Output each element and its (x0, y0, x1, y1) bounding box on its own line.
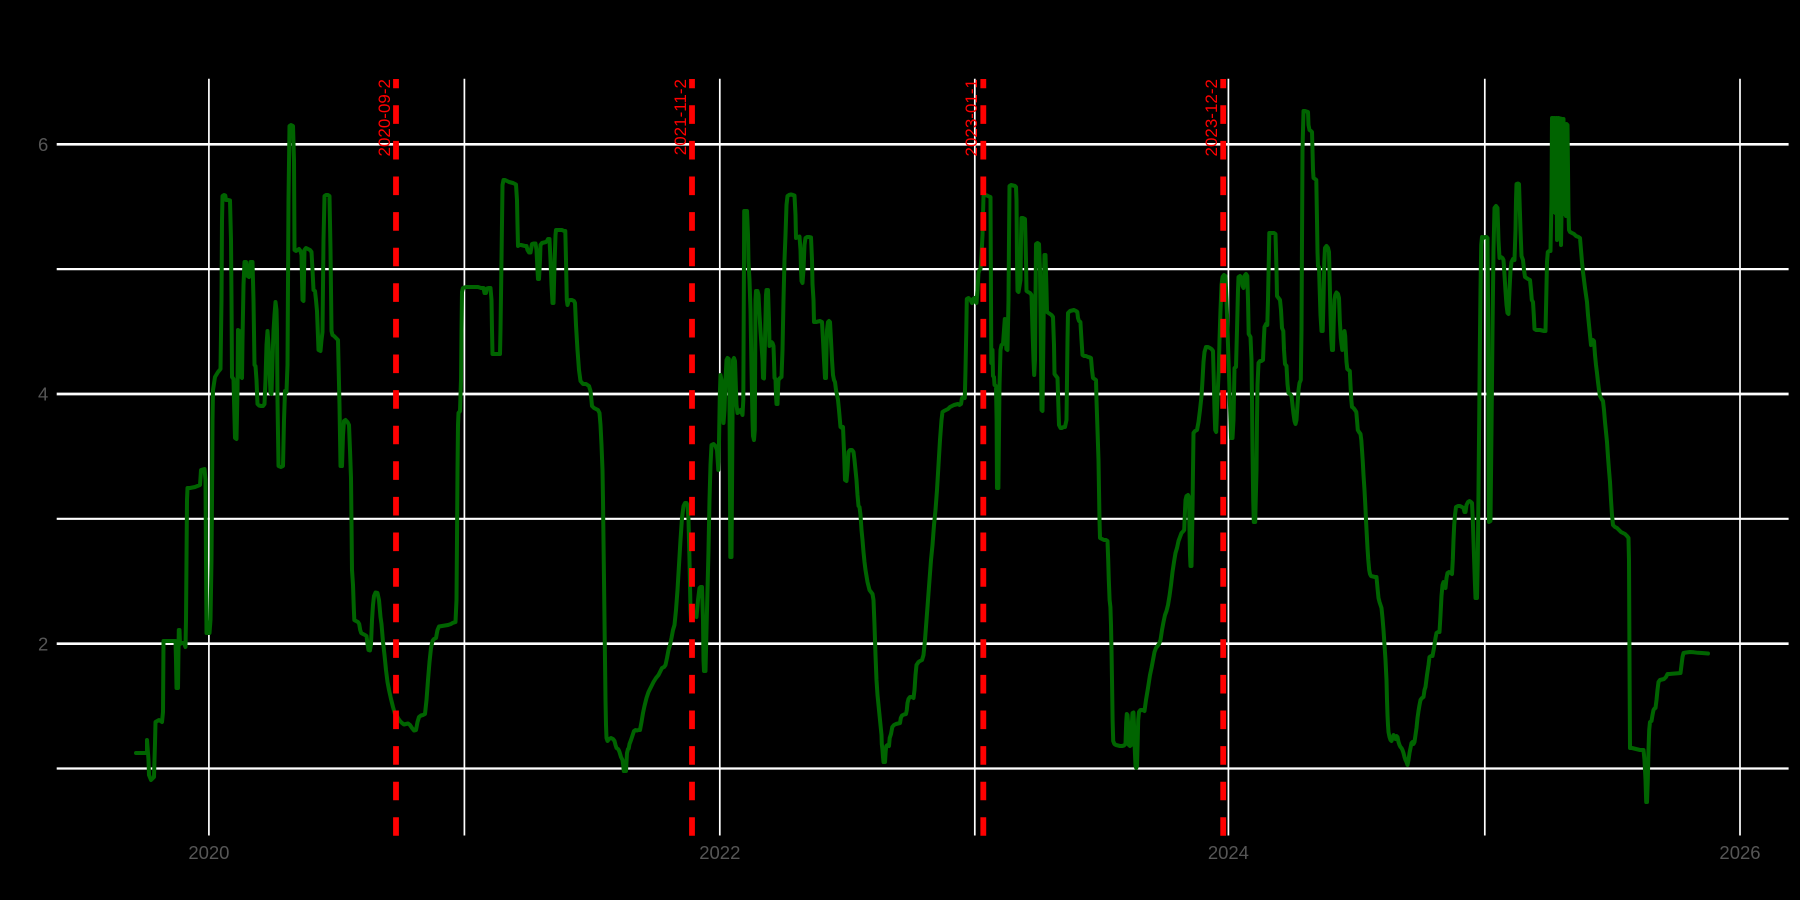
svg-text:2024: 2024 (1208, 842, 1249, 863)
svg-text:2022: 2022 (699, 842, 740, 863)
svg-text:2020: 2020 (188, 842, 229, 863)
svg-text:2021-11-2: 2021-11-2 (671, 79, 690, 155)
svg-text:6: 6 (38, 134, 48, 155)
svg-text:2020-09-2: 2020-09-2 (375, 79, 394, 157)
svg-text:2026: 2026 (1719, 842, 1760, 863)
svg-text:2023-01-1: 2023-01-1 (962, 79, 981, 157)
svg-text:4: 4 (38, 384, 48, 405)
svg-text:2023-12-2: 2023-12-2 (1202, 79, 1221, 157)
svg-text:2: 2 (38, 633, 48, 654)
